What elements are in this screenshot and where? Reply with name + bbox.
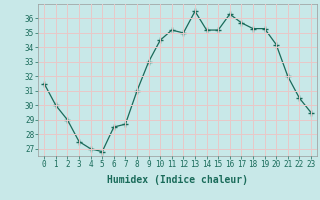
X-axis label: Humidex (Indice chaleur): Humidex (Indice chaleur) xyxy=(107,175,248,185)
